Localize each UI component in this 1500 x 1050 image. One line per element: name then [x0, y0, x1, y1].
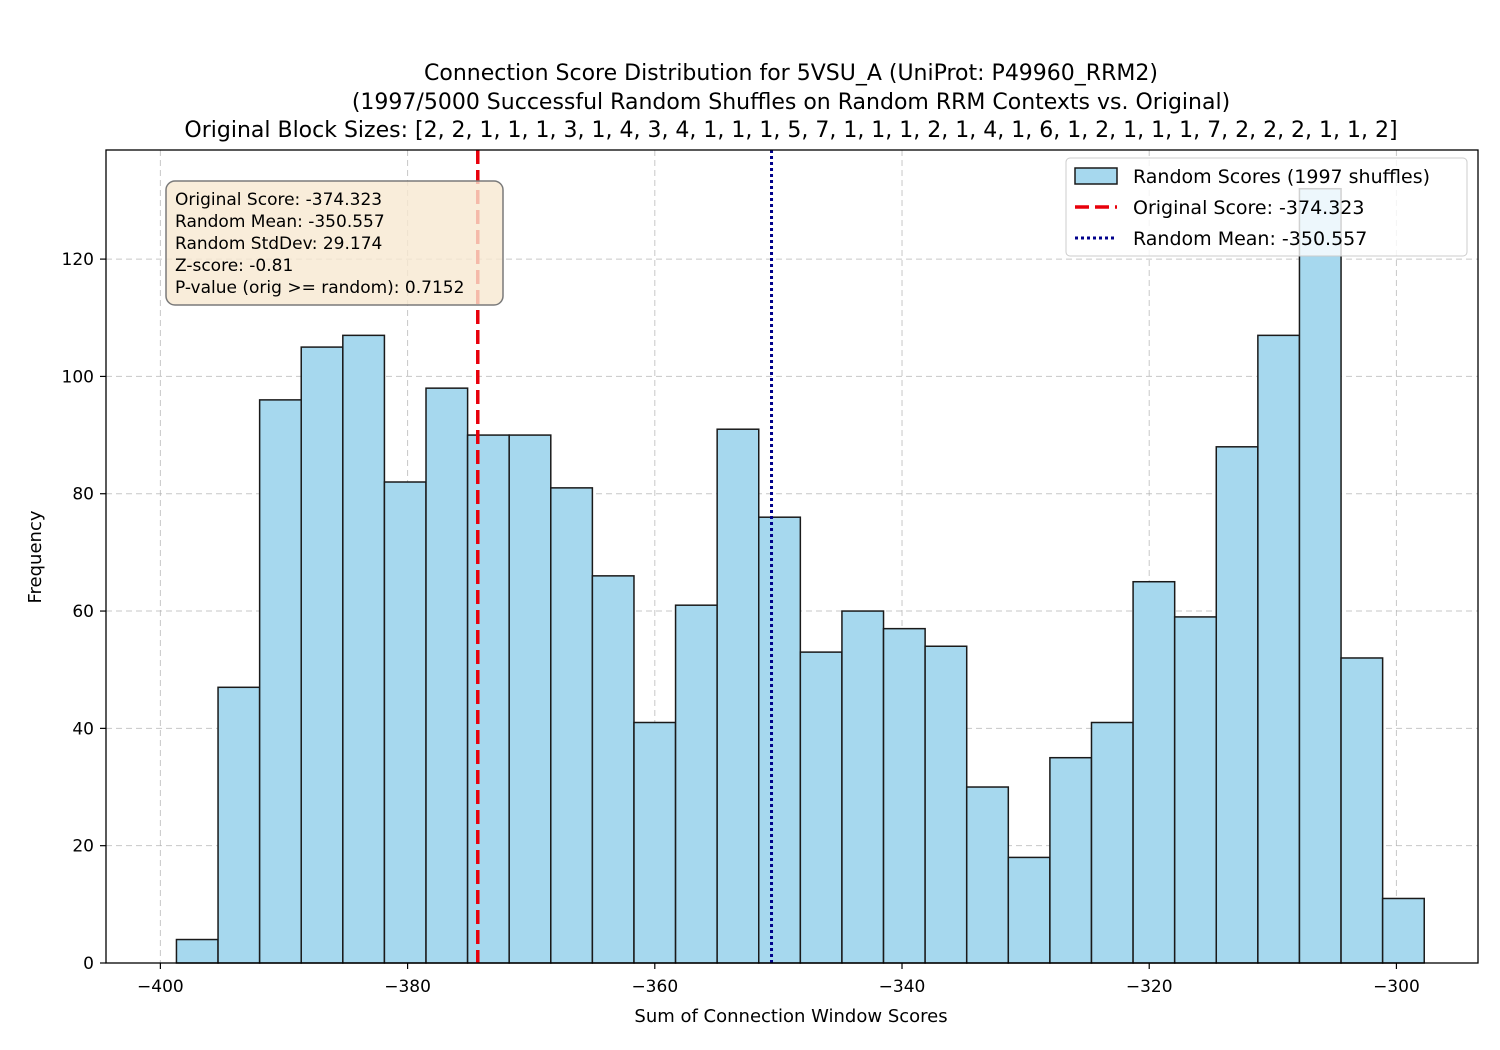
histogram-bar [674, 604, 718, 964]
histogram-bar [1381, 897, 1425, 964]
histogram-bar [716, 428, 760, 964]
histogram-bar [425, 387, 469, 964]
histogram-bar [1257, 334, 1301, 964]
histogram-bar [466, 434, 510, 964]
reference-lines [476, 150, 774, 963]
x-tick-label: −400 [137, 977, 184, 997]
stats-random-mean: Random Mean: -350.557 [175, 212, 385, 232]
x-axis-label: Sum of Connection Window Scores [634, 1006, 947, 1027]
y-tick-label: 60 [72, 602, 94, 622]
y-tick-label: 100 [62, 367, 94, 387]
histogram-bar [1007, 856, 1051, 964]
x-tick-label: −340 [879, 977, 926, 997]
histogram-bar [1049, 756, 1093, 964]
stats-box-background [165, 180, 504, 306]
histogram-bar [258, 399, 302, 964]
histogram-bar [1298, 187, 1342, 964]
x-tick-label: −360 [631, 977, 678, 997]
legend-swatch-random-scores [1074, 167, 1118, 185]
y-tick-label: 0 [83, 954, 94, 974]
y-tick-label: 40 [72, 719, 94, 739]
histogram-bar [175, 938, 219, 964]
histogram-bar [300, 346, 344, 964]
legend: Random Scores (1997 shuffles) Original S… [1065, 157, 1468, 257]
histogram-bar [758, 516, 802, 964]
stats-box: Original Score: -374.323 Random Mean: -3… [165, 180, 504, 306]
y-tick-label: 20 [72, 837, 94, 857]
histogram-bar [508, 434, 552, 964]
histogram-bar [591, 575, 635, 964]
stats-p-value: P-value (orig >= random): 0.7152 [175, 278, 464, 298]
y-tick-label: 120 [62, 250, 94, 270]
stats-original-score: Original Score: -374.323 [175, 190, 382, 210]
histogram-bar [841, 610, 885, 964]
stats-random-stddev: Random StdDev: 29.174 [175, 234, 382, 254]
y-axis-ticks: 0 20 40 60 80 100 120 [62, 250, 106, 974]
title-line-3: Original Block Sizes: [2, 2, 1, 1, 1, 3,… [184, 118, 1397, 143]
histogram-bar [550, 487, 594, 964]
title-line-1: Connection Score Distribution for 5VSU_A… [424, 61, 1158, 86]
histogram-bar [342, 334, 386, 964]
histogram-bar [1340, 657, 1384, 964]
histogram-bar [383, 481, 427, 964]
legend-label-random-mean: Random Mean: -350.557 [1133, 228, 1367, 250]
histogram-bars [175, 187, 1425, 964]
histogram-bar [965, 786, 1010, 964]
y-axis-label: Frequency [25, 510, 46, 603]
x-tick-label: −300 [1373, 977, 1420, 997]
histogram-bar [1090, 721, 1134, 964]
x-tick-label: −320 [1126, 977, 1173, 997]
chart-title: Connection Score Distribution for 5VSU_A… [184, 61, 1397, 143]
histogram-bar [882, 627, 926, 964]
title-line-2: (1997/5000 Successful Random Shuffles on… [352, 90, 1230, 115]
histogram-bar [1215, 446, 1259, 964]
histogram-bar [217, 686, 261, 964]
y-tick-label: 80 [72, 485, 94, 505]
histogram-bar [1132, 580, 1176, 964]
histogram-bar [799, 651, 843, 964]
legend-box [1065, 157, 1468, 257]
histogram-bar [633, 721, 677, 964]
histogram-bar [924, 645, 968, 964]
x-tick-label: −380 [384, 977, 431, 997]
x-axis-ticks: −400 −380 −360 −340 −320 −300 [137, 963, 1420, 997]
legend-label-original-score: Original Score: -374.323 [1133, 197, 1364, 219]
legend-label-random-scores: Random Scores (1997 shuffles) [1133, 166, 1430, 188]
histogram-bar [1173, 616, 1218, 964]
stats-z-score: Z-score: -0.81 [175, 256, 293, 276]
plot-frame [105, 149, 1479, 964]
